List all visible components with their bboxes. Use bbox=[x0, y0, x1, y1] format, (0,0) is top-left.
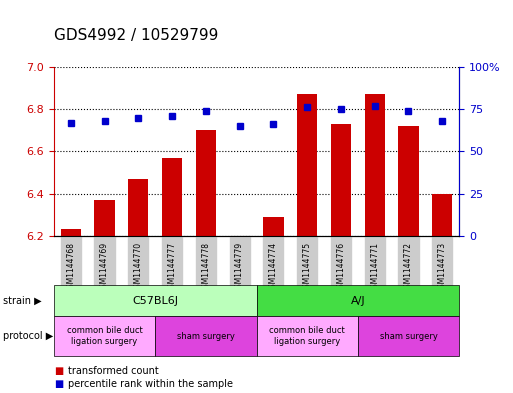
Text: A/J: A/J bbox=[350, 296, 365, 306]
Bar bbox=[128, 179, 148, 236]
Text: percentile rank within the sample: percentile rank within the sample bbox=[68, 379, 233, 389]
Text: ■: ■ bbox=[54, 366, 63, 376]
Bar bbox=[398, 126, 419, 236]
Text: sham surgery: sham surgery bbox=[380, 332, 438, 340]
Text: sham surgery: sham surgery bbox=[177, 332, 235, 340]
Text: transformed count: transformed count bbox=[68, 366, 159, 376]
Bar bbox=[297, 94, 317, 236]
Bar bbox=[432, 193, 452, 236]
Text: common bile duct
ligation surgery: common bile duct ligation surgery bbox=[269, 326, 345, 346]
Text: GDS4992 / 10529799: GDS4992 / 10529799 bbox=[54, 28, 218, 43]
Text: common bile duct
ligation surgery: common bile duct ligation surgery bbox=[67, 326, 143, 346]
Text: C57BL6J: C57BL6J bbox=[132, 296, 178, 306]
Bar bbox=[61, 230, 81, 236]
Bar bbox=[331, 124, 351, 236]
Bar bbox=[195, 130, 216, 236]
Text: ■: ■ bbox=[54, 379, 63, 389]
Bar bbox=[94, 200, 114, 236]
Bar bbox=[263, 217, 284, 236]
Text: strain ▶: strain ▶ bbox=[3, 296, 41, 306]
Bar bbox=[162, 158, 182, 236]
Bar bbox=[365, 94, 385, 236]
Text: protocol ▶: protocol ▶ bbox=[3, 331, 53, 341]
